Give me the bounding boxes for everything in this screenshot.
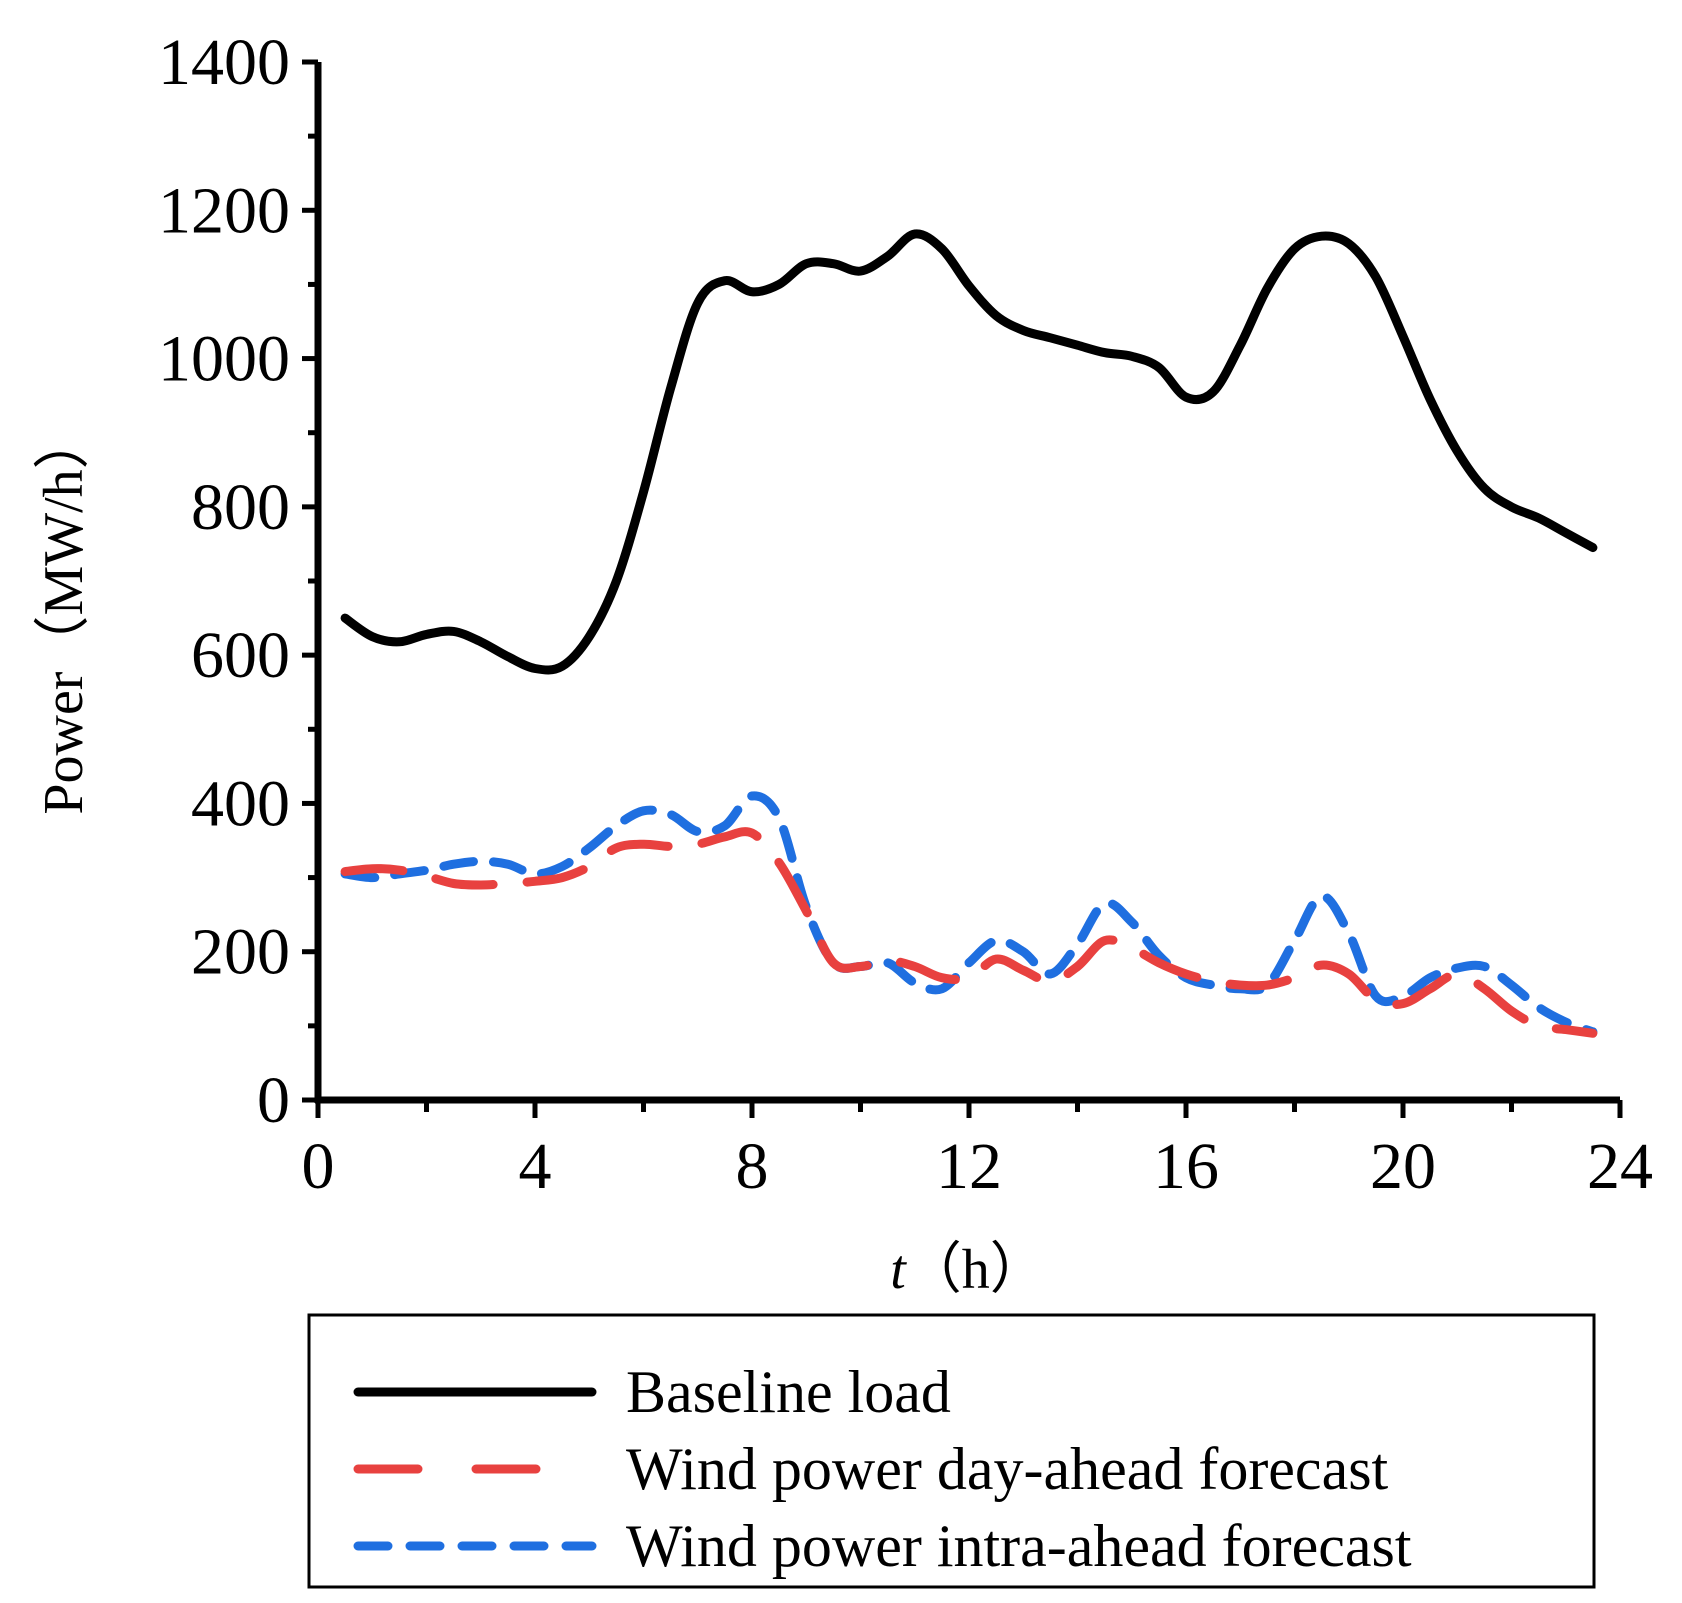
- axes: [314, 62, 1620, 1104]
- legend: Baseline load Wind power day-ahead foreca…: [307, 1313, 1596, 1589]
- y-axis-title: Power（MW/h）: [33, 413, 95, 814]
- x-ticks: 0 4 8 12 16 20 24: [302, 1100, 1653, 1203]
- y-ticks: 0 200 400 600 800 1000 1200 1400: [158, 26, 318, 1137]
- y-tick-label: 0: [257, 1064, 290, 1137]
- series-line-wind-power-day-ahead-forecast: [340, 827, 1598, 1038]
- x-axis-title-unit: （h）: [906, 1239, 1046, 1301]
- x-tick-label: 4: [519, 1130, 552, 1203]
- y-tick-label: 800: [191, 471, 290, 544]
- x-tick-label: 24: [1587, 1130, 1653, 1203]
- plot-area: [340, 229, 1598, 1038]
- x-tick-label: 16: [1153, 1130, 1219, 1203]
- y-tick-label: 200: [191, 916, 290, 989]
- legend-label: Wind power day-ahead forecast: [626, 1436, 1389, 1502]
- legend-label: Baseline load: [626, 1359, 951, 1425]
- legend-label: Wind power intra-ahead forecast: [626, 1513, 1412, 1579]
- x-tick-label: 12: [936, 1130, 1002, 1203]
- x-tick-label: 8: [736, 1130, 769, 1203]
- x-axis-title: t（h）: [890, 1239, 1046, 1301]
- x-axis-title-variable: t: [890, 1239, 907, 1301]
- y-tick-label: 400: [191, 767, 290, 840]
- series-line-wind-power-intra-ahead-forecast: [340, 791, 1598, 1037]
- y-tick-label: 1200: [158, 174, 290, 247]
- x-tick-label: 20: [1370, 1130, 1436, 1203]
- y-tick-label: 600: [191, 619, 290, 692]
- series-line-baseline-load: [340, 229, 1598, 675]
- y-tick-label: 1400: [158, 26, 290, 99]
- x-tick-label: 0: [302, 1130, 335, 1203]
- y-tick-label: 1000: [158, 323, 290, 396]
